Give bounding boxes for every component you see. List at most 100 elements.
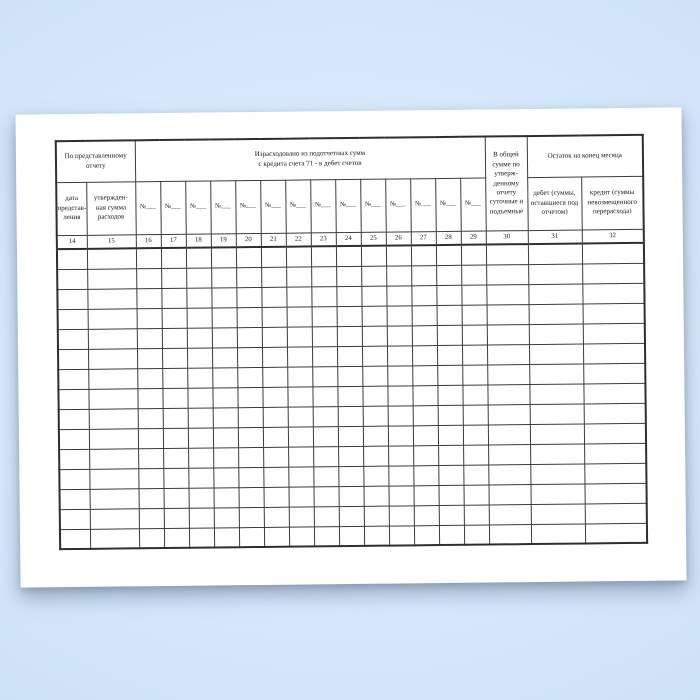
grid-cell [386, 285, 412, 306]
grid-cell [213, 447, 239, 468]
grid-cell [462, 424, 489, 445]
grid-cell [386, 265, 412, 286]
grid-cell [584, 482, 647, 504]
header-account-cell-24: №___ [335, 178, 361, 233]
grid-cell [262, 406, 288, 427]
grid-cell [413, 505, 439, 526]
grid-cell [186, 267, 212, 288]
header-account-cell-26: №___ [385, 178, 411, 232]
grid-cell [311, 286, 337, 307]
grid-cell [363, 505, 389, 526]
column-number-cell: 23 [310, 232, 336, 247]
grid-cell [287, 426, 314, 447]
grid-cell [436, 344, 463, 366]
grid-cell [528, 303, 583, 325]
grid-cell [462, 404, 488, 425]
grid-cell [89, 528, 140, 549]
header-by-report: По представленному отчету [55, 140, 136, 183]
grid-cell [488, 444, 531, 465]
grid-cell [185, 247, 212, 268]
grid-cell [487, 424, 531, 445]
grid-cell [388, 445, 414, 466]
grid-cell [529, 363, 584, 385]
grid-cell [462, 364, 488, 385]
grid-cell [212, 367, 238, 388]
grid-cell [528, 283, 583, 305]
grid-cell [58, 368, 89, 390]
column-number-cell: 24 [335, 231, 361, 247]
grid-cell [583, 422, 647, 444]
grid-cell [263, 486, 289, 507]
grid-cell [411, 325, 437, 346]
grid-cell [238, 466, 264, 488]
grid-cell [435, 244, 462, 266]
grid-cell [529, 403, 584, 425]
grid-cell [313, 446, 339, 467]
grid-cell [488, 504, 531, 525]
column-number-cell: 25 [360, 231, 386, 246]
grid-cell [436, 324, 462, 346]
header-account-cell-19: №___ [210, 180, 236, 234]
grid-cell [163, 487, 189, 509]
grid-cell [263, 446, 289, 467]
grid-cell [461, 304, 487, 325]
grid-cell [313, 466, 339, 487]
column-number-cell: 18 [185, 233, 211, 248]
grid-cell [338, 465, 364, 487]
column-number-cell: 14 [56, 234, 87, 250]
grid-cell [210, 247, 237, 268]
grid-cell [88, 368, 138, 389]
grid-cell [188, 467, 214, 488]
grid-cell [313, 506, 339, 527]
grid-cell [336, 285, 362, 307]
grid-cell [262, 366, 288, 387]
grid-cell [486, 324, 529, 345]
grid-cell [236, 266, 262, 288]
grid-cell [485, 244, 529, 265]
grid-cell [584, 502, 647, 524]
grid-cell [137, 388, 163, 409]
grid-cell [438, 484, 464, 506]
grid-cell [138, 448, 164, 469]
grid-cell [413, 445, 439, 466]
column-number-cell: 27 [410, 231, 436, 246]
grid-cell [262, 386, 288, 407]
grid-cell [385, 245, 412, 266]
grid-cell [137, 428, 164, 449]
header-account-cell-22: №___ [285, 179, 311, 233]
grid-cell [238, 526, 265, 548]
grid-cell [160, 247, 187, 269]
grid-cell [138, 508, 164, 529]
grid-cell [57, 328, 88, 350]
grid-cell [582, 342, 646, 364]
grid-cell [288, 526, 315, 547]
grid-cell [338, 485, 364, 507]
grid-cell [412, 425, 439, 446]
grid-cell [412, 405, 438, 426]
grid-cell [186, 347, 213, 368]
column-number-cell: 28 [435, 230, 461, 246]
grid-cell [263, 526, 290, 547]
grid-cell [461, 344, 488, 365]
grid-cell [486, 264, 529, 285]
grid-cell [237, 406, 263, 428]
grid-cell [437, 364, 463, 386]
grid-cell [361, 265, 387, 286]
grid-cell [583, 402, 646, 424]
column-number-cell: 16 [135, 234, 161, 249]
grid-cell [530, 503, 585, 525]
grid-cell [288, 506, 314, 527]
header-account-cell-25: №___ [360, 178, 386, 232]
grid-cell [162, 387, 188, 409]
grid-cell [460, 244, 487, 265]
grid-cell [582, 262, 645, 284]
grid-cell [388, 485, 414, 506]
grid-cell [437, 404, 463, 426]
grid-cell [338, 525, 365, 547]
grid-cell [387, 425, 414, 446]
column-number-cell: 19 [210, 233, 236, 248]
header-account-cell-18: №___ [185, 180, 211, 234]
grid-cell [337, 385, 363, 407]
grid-cell [463, 444, 489, 465]
grid-cell [360, 245, 387, 266]
